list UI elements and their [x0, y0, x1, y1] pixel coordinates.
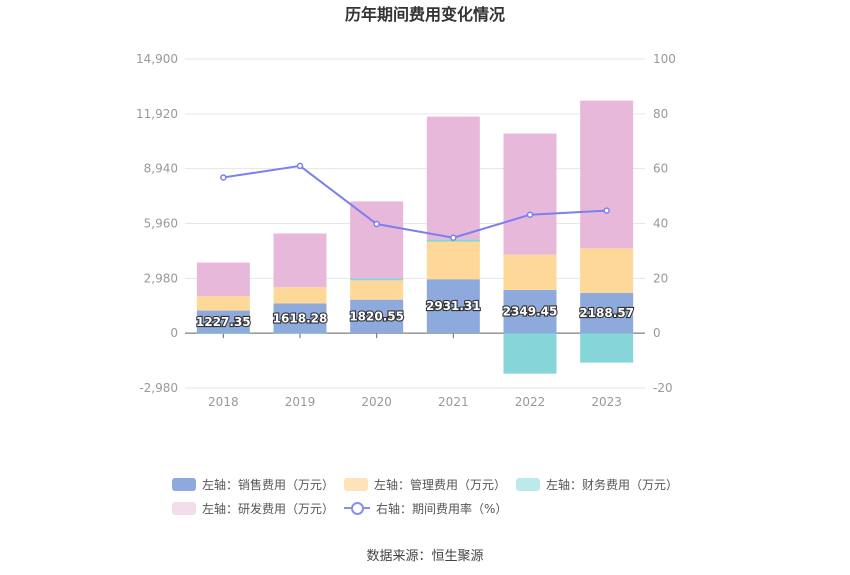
y-right-tick-label: 60: [653, 162, 668, 176]
bar-sales: [196, 310, 250, 334]
rate-point: [603, 207, 610, 214]
grid-lines: [185, 58, 645, 389]
data-label-sales: 1618.28: [273, 311, 328, 325]
bar-rd: [426, 116, 480, 240]
y-left-tick-label: 2,980: [144, 271, 178, 285]
data-label-sales: 2188.57: [579, 306, 634, 320]
legend-label-admin: 左轴：管理费用（万元）: [374, 477, 507, 492]
y-left-tick-label: 5,960: [144, 217, 178, 231]
x-tick-label: 2019: [285, 395, 316, 409]
legend-swatch-sales: [172, 477, 196, 491]
legend-swatch-admin: [344, 477, 368, 491]
bar-admin: [580, 248, 634, 293]
axes: -2,980 0 2,980 5,960 8,940 11,920 14,900 -20 0 20…: [136, 52, 676, 409]
y-left-tick-label: -2,980: [139, 381, 178, 395]
rate-line: [220, 162, 610, 242]
legend-label-finance: 左轴：财务费用（万元）: [546, 477, 679, 492]
bar-finance: [196, 333, 250, 334]
x-tick-label: 2018: [208, 395, 239, 409]
bar-admin: [503, 254, 557, 290]
bar-admin: [196, 296, 250, 311]
y-right-tick-label: 40: [653, 217, 668, 231]
bar-admin: [350, 280, 404, 300]
bar-sales: [580, 292, 634, 334]
y-right-tick-label: -20: [653, 381, 673, 395]
bar-finance: [580, 333, 634, 363]
y-left-tick-label: 11,920: [136, 107, 178, 121]
bar-finance: [273, 333, 327, 334]
legend-label-rd: 左轴：研发费用（万元）: [202, 501, 335, 516]
chart-title: 历年期间费用变化情况: [345, 5, 505, 24]
rate-point: [526, 211, 534, 218]
rate-point: [296, 162, 304, 170]
legend-label-rate: 右轴：期间费用率（%）: [376, 501, 508, 516]
bar-sales: [503, 289, 557, 334]
x-tick-label: 2020: [361, 395, 392, 409]
bar-rd: [273, 233, 327, 288]
data-label-sales: 2931.31: [426, 299, 481, 313]
rate-line-path: [223, 164, 607, 239]
data-label-sales: 1820.55: [349, 309, 404, 323]
data-labels: 1227.35 1618.28 1820.55 2931.31 2349.45 2188.…: [195, 298, 635, 330]
bar-rd: [580, 100, 634, 249]
chart-canvas: 历年期间费用变化情况 -2,980 0 2,980 5,960 8,940 11,920 1…: [136, 5, 676, 409]
legend-label-sales: 左轴：销售费用（万元）: [202, 477, 335, 492]
x-tick-label: 2022: [515, 395, 546, 409]
legend-swatch-finance: [516, 477, 540, 491]
bar-sales: [273, 303, 327, 334]
y-right-tick-label: 100: [653, 52, 676, 66]
bar-rd: [503, 133, 557, 255]
y-left-tick-label: 0: [170, 326, 178, 340]
bar-sales: [350, 299, 404, 334]
rate-point: [373, 220, 380, 228]
source-note: 数据来源：恒生聚源: [366, 549, 484, 564]
legend-item-admin[interactable]: 左轴：管理费用（万元）: [344, 476, 516, 493]
rate-point: [450, 234, 457, 242]
legend: 左轴：销售费用（万元） 左轴：管理费用（万元） 左轴：财务费用（万元） 左轴：研…: [172, 472, 692, 520]
y-right-tick-label: 80: [653, 107, 668, 121]
x-tick-label: 2021: [438, 395, 469, 409]
bars: [196, 100, 634, 374]
bar-sales: [426, 279, 480, 334]
bar-finance: [503, 333, 557, 374]
bar-admin: [273, 287, 327, 304]
legend-swatch-rd: [172, 501, 196, 515]
legend-item-rate[interactable]: 右轴：期间费用率（%）: [344, 500, 544, 517]
x-tick-label: 2023: [591, 395, 622, 409]
bar-admin: [426, 241, 480, 280]
data-label-sales: 1227.35: [196, 315, 251, 329]
y-right-tick-label: 20: [653, 271, 668, 285]
rate-point: [220, 174, 227, 181]
bar-rd: [196, 262, 250, 297]
legend-item-sales[interactable]: 左轴：销售费用（万元）: [172, 476, 344, 493]
y-right-tick-label: 0: [653, 326, 661, 340]
legend-item-rd[interactable]: 左轴：研发费用（万元）: [172, 500, 344, 517]
legend-line-marker-icon: [344, 501, 370, 515]
legend-item-finance[interactable]: 左轴：财务费用（万元）: [516, 476, 688, 493]
bar-finance: [350, 278, 404, 281]
bar-rd: [350, 201, 404, 279]
y-left-tick-label: 8,940: [144, 162, 178, 176]
y-left-tick-label: 14,900: [136, 52, 178, 66]
data-label-sales: 2349.45: [503, 305, 558, 319]
